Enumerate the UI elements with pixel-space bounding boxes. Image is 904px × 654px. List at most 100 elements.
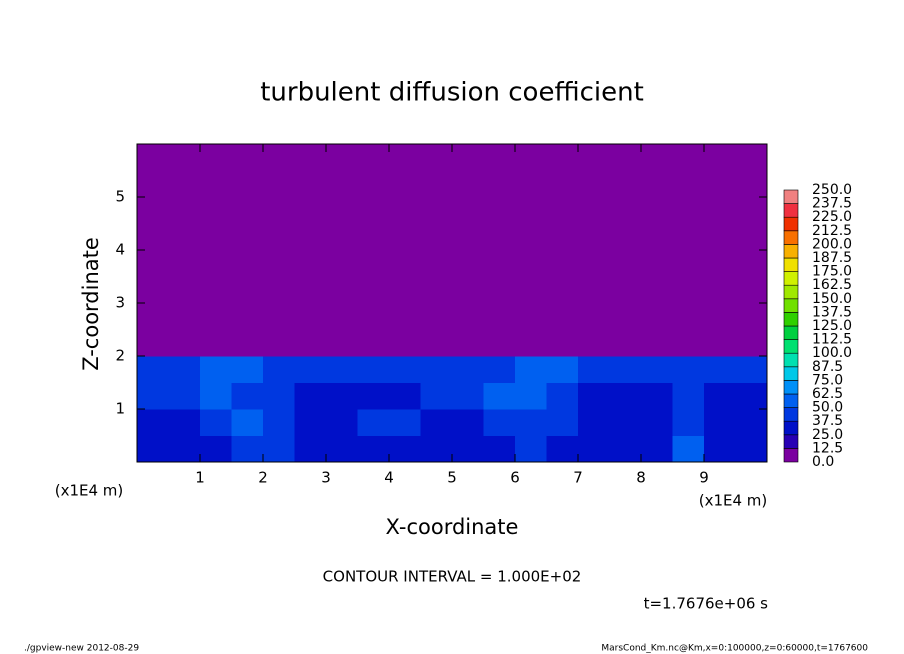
x-tick-label: 4 <box>384 469 394 487</box>
colorbar-label: 62.5 <box>812 386 843 402</box>
heat-cell <box>578 144 610 357</box>
heat-cell <box>357 144 390 357</box>
heat-cell <box>546 409 579 436</box>
heat-cell <box>326 356 358 383</box>
colorbar-label: 0.0 <box>812 454 834 470</box>
y-tick-label: 1 <box>115 400 125 418</box>
heat-cell <box>515 409 547 436</box>
heat-cell <box>609 356 642 383</box>
heat-cell <box>578 382 610 410</box>
x-tick-label: 5 <box>447 469 457 487</box>
heat-cell <box>168 144 201 357</box>
heat-cell <box>578 435 610 463</box>
colorbar-swatch <box>783 407 799 422</box>
heat-cell <box>704 435 736 463</box>
heat-cell <box>168 382 201 410</box>
heat-cell <box>137 382 169 410</box>
heat-cell <box>231 382 264 410</box>
heat-cell <box>200 144 232 357</box>
y-axis-label: Z-coordinate <box>79 237 103 371</box>
colorbar-label: 112.5 <box>812 332 852 348</box>
heat-cell <box>452 435 484 463</box>
colorbar-label: 225.0 <box>812 209 852 225</box>
colorbar-label: 100.0 <box>812 345 852 361</box>
colorbar-label: 187.5 <box>812 250 852 266</box>
heat-cell <box>263 144 295 357</box>
colorbar-swatch <box>783 203 799 218</box>
time-label: t=1.7676e+06 s <box>644 595 769 613</box>
colorbar-label: 50.0 <box>812 400 843 416</box>
heat-cell <box>294 144 327 357</box>
heat-cell <box>672 356 705 383</box>
heat-cell <box>420 144 453 357</box>
heat-cell <box>672 382 705 410</box>
heat-cell <box>515 144 547 357</box>
heat-cell <box>483 435 516 463</box>
colorbar-label: 200.0 <box>812 236 852 252</box>
heat-cell <box>609 382 642 410</box>
heat-cell <box>200 409 232 436</box>
heat-cell <box>515 435 547 463</box>
heat-cell <box>326 144 358 357</box>
heat-cell <box>578 409 610 436</box>
colorbar-swatch <box>783 189 799 204</box>
heat-cell <box>420 409 453 436</box>
heat-cell <box>137 409 169 436</box>
heat-cell <box>641 435 673 463</box>
colorbar-swatch <box>783 271 799 286</box>
heat-cell <box>672 144 705 357</box>
heat-cell <box>578 356 610 383</box>
heat-cell <box>546 382 579 410</box>
heat-cell <box>326 409 358 436</box>
colorbar-label: 150.0 <box>812 291 852 307</box>
colorbar-label: 137.5 <box>812 304 852 320</box>
heat-cell <box>483 409 516 436</box>
colorbar-label: 87.5 <box>812 359 843 375</box>
colorbar-swatch <box>783 298 799 313</box>
heat-cell <box>231 144 264 357</box>
y-unit: (x1E4 m) <box>55 482 124 500</box>
heat-cell <box>231 435 264 463</box>
colorbar-swatch <box>783 352 799 368</box>
heat-cell <box>735 382 768 410</box>
heat-cell <box>326 382 358 410</box>
heat-cell <box>231 409 264 436</box>
colorbar-swatch <box>783 325 799 340</box>
x-tick-label: 1 <box>195 469 205 487</box>
heat-cell <box>389 382 421 410</box>
heat-cell <box>420 435 453 463</box>
y-tick-label: 3 <box>115 294 125 312</box>
colorbar-label: 12.5 <box>812 440 843 456</box>
colorbar-swatch <box>783 448 799 463</box>
heat-cell <box>137 435 169 463</box>
heat-cell <box>452 382 484 410</box>
footer-right: MarsCond_Km.nc@Km,x=0:100000,z=0:60000,t… <box>601 644 868 654</box>
heat-cell <box>294 382 327 410</box>
colorbar-swatch <box>783 393 799 408</box>
heat-cell <box>515 382 547 410</box>
y-tick-label: 4 <box>115 241 125 259</box>
colorbar-label: 162.5 <box>812 277 852 293</box>
heat-cell <box>357 356 390 383</box>
heat-cell <box>326 435 358 463</box>
heat-cell <box>704 382 736 410</box>
heat-cell <box>294 356 327 383</box>
heat-cell <box>641 144 673 357</box>
colorbar-label: 75.0 <box>812 372 843 388</box>
heat-cell <box>609 144 642 357</box>
heat-cell <box>735 435 768 463</box>
heat-cell <box>200 356 232 383</box>
chart-title: turbulent diffusion coefficient <box>260 78 644 108</box>
heat-cell <box>263 382 295 410</box>
heat-cell <box>389 435 421 463</box>
heat-cell <box>357 382 390 410</box>
heat-cell <box>546 144 579 357</box>
colorbar-label: 125.0 <box>812 318 852 334</box>
heat-cell <box>294 435 327 463</box>
heat-cell <box>294 409 327 436</box>
colorbar-swatch <box>783 339 799 354</box>
heat-cell <box>483 356 516 383</box>
heat-cell <box>704 409 736 436</box>
heat-cell <box>263 356 295 383</box>
heat-cell <box>168 435 201 463</box>
